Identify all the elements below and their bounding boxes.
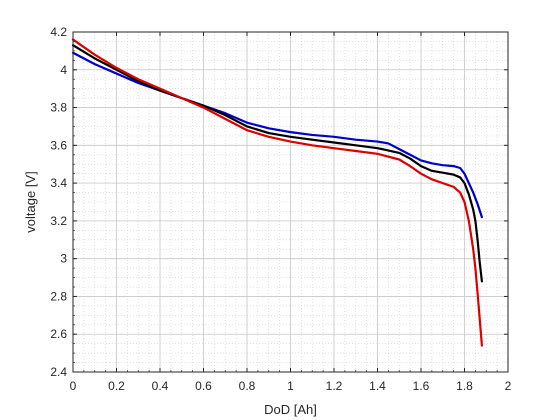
y-axis-label: voltage [V] bbox=[23, 171, 38, 232]
y-tick-label: 3.2 bbox=[50, 214, 67, 228]
x-tick-label: 0.4 bbox=[152, 379, 169, 393]
x-tick-label: 1 bbox=[287, 379, 294, 393]
y-tick-label: 2.4 bbox=[50, 365, 67, 379]
ticks bbox=[72, 31, 509, 373]
y-tick-labels: 2.4 2.6 2.8 3 3.2 3.4 3.6 3.8 4 4.2 bbox=[50, 25, 67, 379]
y-tick-label: 3.8 bbox=[50, 101, 67, 115]
y-tick-label: 3.6 bbox=[50, 138, 67, 152]
series-layer bbox=[71, 38, 483, 347]
x-tick-label: 2 bbox=[505, 379, 512, 393]
x-tick-labels: 0 0.2 0.4 0.6 0.8 1 1.2 1.4 1.6 1.8 2 bbox=[70, 379, 512, 393]
y-tick-label: 3.4 bbox=[50, 176, 67, 190]
x-tick-label: 1.4 bbox=[369, 379, 386, 393]
y-tick-label: 4.2 bbox=[50, 25, 67, 39]
x-tick-label: 0 bbox=[70, 379, 77, 393]
y-tick-label: 2.6 bbox=[50, 327, 67, 341]
x-tick-label: 0.2 bbox=[108, 379, 125, 393]
x-tick-label: 0.6 bbox=[195, 379, 212, 393]
series-line-2 bbox=[71, 38, 483, 347]
y-tick-label: 2.8 bbox=[50, 289, 67, 303]
x-tick-label: 0.8 bbox=[239, 379, 256, 393]
x-tick-label: 1.8 bbox=[456, 379, 473, 393]
y-tick-label: 4 bbox=[60, 63, 67, 77]
y-tick-label: 3 bbox=[60, 252, 67, 266]
x-axis-label: DoD [Ah] bbox=[264, 402, 317, 417]
x-tick-label: 1.6 bbox=[413, 379, 430, 393]
x-tick-label: 1.2 bbox=[326, 379, 343, 393]
